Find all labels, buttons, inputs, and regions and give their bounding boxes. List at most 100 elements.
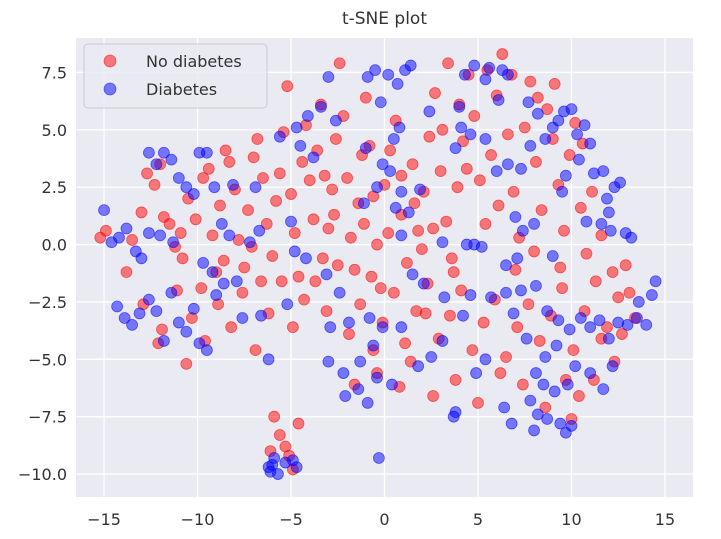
data-point <box>376 321 389 334</box>
data-point <box>490 165 503 178</box>
data-point <box>225 321 238 334</box>
data-point <box>580 247 593 260</box>
data-point <box>163 217 176 230</box>
data-point <box>479 217 492 230</box>
data-point <box>535 204 548 217</box>
data-point <box>361 71 374 83</box>
data-point <box>309 275 322 288</box>
data-point <box>285 215 297 228</box>
data-point <box>623 286 636 299</box>
data-point <box>528 217 540 230</box>
data-point <box>150 305 163 318</box>
data-point <box>395 185 408 198</box>
y-tick-label: 0.0 <box>42 236 67 255</box>
data-point <box>402 206 415 219</box>
data-point <box>412 360 425 373</box>
data-point <box>281 298 294 311</box>
data-point <box>290 461 303 474</box>
data-point <box>464 128 477 141</box>
y-tick-label: −2.5 <box>28 293 67 312</box>
data-point <box>593 314 606 327</box>
data-point <box>255 309 268 322</box>
data-point <box>206 229 219 242</box>
data-point <box>363 312 376 324</box>
data-point <box>172 316 185 329</box>
data-point <box>612 291 625 304</box>
data-point <box>354 298 367 311</box>
data-point <box>154 229 167 242</box>
data-point <box>296 156 309 168</box>
data-point <box>451 181 464 194</box>
data-point <box>176 252 189 265</box>
data-point <box>425 351 438 363</box>
data-point <box>468 59 481 72</box>
data-point <box>518 121 531 134</box>
data-point <box>483 61 496 74</box>
data-point <box>539 401 552 414</box>
data-point <box>223 229 236 242</box>
data-point <box>371 371 383 384</box>
data-point <box>548 78 561 90</box>
data-point <box>640 318 653 331</box>
data-point <box>614 176 626 189</box>
data-point <box>322 222 335 235</box>
data-point <box>516 378 529 391</box>
data-point <box>561 378 574 391</box>
data-point <box>331 259 344 272</box>
data-point <box>290 121 303 134</box>
data-point <box>143 146 155 159</box>
x-tick-label: −15 <box>87 510 121 529</box>
data-point <box>202 162 215 175</box>
data-point <box>174 227 187 239</box>
series-diabetes <box>98 59 662 480</box>
data-point <box>197 257 210 269</box>
data-point <box>645 289 658 301</box>
data-point <box>597 165 610 178</box>
data-point <box>324 321 337 334</box>
data-point <box>445 252 458 265</box>
data-point <box>455 284 468 297</box>
data-point <box>401 257 413 269</box>
data-point <box>337 367 350 379</box>
data-point <box>113 231 125 244</box>
data-point <box>414 183 426 196</box>
data-point <box>457 309 469 322</box>
data-point <box>395 229 408 242</box>
data-point <box>227 178 239 191</box>
data-point <box>395 321 408 334</box>
data-point <box>511 252 524 265</box>
data-point <box>558 224 570 237</box>
data-point <box>371 238 383 251</box>
data-point <box>468 110 481 122</box>
data-point <box>417 277 430 290</box>
data-point <box>533 335 546 347</box>
data-point <box>298 293 311 306</box>
data-point <box>528 245 540 258</box>
data-point <box>552 114 565 127</box>
data-point <box>382 68 395 81</box>
data-point <box>200 146 213 159</box>
data-point <box>442 57 454 70</box>
data-point <box>156 323 168 336</box>
data-point <box>520 332 533 345</box>
x-tick-label: −5 <box>279 510 303 529</box>
data-point <box>326 183 339 196</box>
data-point <box>253 224 266 237</box>
data-point <box>118 312 131 324</box>
data-point <box>354 355 367 368</box>
data-point <box>273 167 286 180</box>
data-point <box>180 325 193 338</box>
data-point <box>500 286 512 299</box>
data-point <box>539 351 552 363</box>
data-point <box>496 48 509 60</box>
data-point <box>197 172 210 184</box>
data-point <box>372 452 385 464</box>
data-point <box>479 73 492 86</box>
data-point <box>157 335 170 347</box>
data-point <box>404 59 417 72</box>
data-point <box>507 185 520 198</box>
data-point <box>524 394 537 407</box>
data-point <box>565 419 578 432</box>
data-point <box>589 275 602 288</box>
data-point <box>436 335 449 347</box>
